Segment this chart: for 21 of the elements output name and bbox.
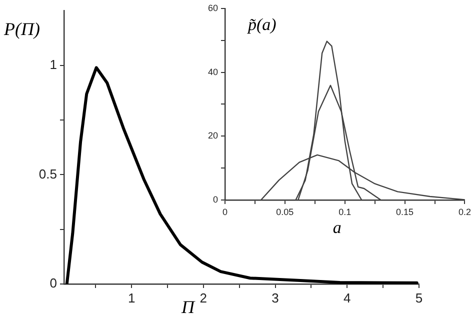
y-tick-label: 0: [212, 194, 218, 204]
y-tick-label: 0: [50, 276, 57, 291]
x-tick-label: 5: [415, 290, 423, 306]
y-tick-label: 20: [208, 130, 218, 141]
x-tick-label: 0.05: [276, 206, 294, 217]
y-tick-label: 0.5: [38, 166, 57, 182]
x-axis-title: Π: [180, 297, 196, 317]
y-tick-label: 40: [208, 66, 218, 77]
y-axis-title: P(Π): [3, 19, 40, 39]
x-tick-label: 3: [272, 290, 279, 306]
y-tick-label: 1: [50, 57, 57, 72]
x-tick-label: 0.1: [338, 206, 352, 217]
x-tick-label: 1: [128, 290, 136, 306]
x-tick-label: 0: [222, 206, 228, 217]
y-tick-label: 60: [208, 2, 218, 13]
x-tick-label: 0.2: [458, 206, 471, 217]
x-axis-title: a: [332, 218, 342, 237]
x-tick-label: 0.15: [396, 206, 414, 217]
x-tick-label: 4: [344, 290, 351, 306]
x-tick-label: 2: [200, 290, 208, 306]
y-axis-title: p̃(a): [247, 15, 277, 34]
